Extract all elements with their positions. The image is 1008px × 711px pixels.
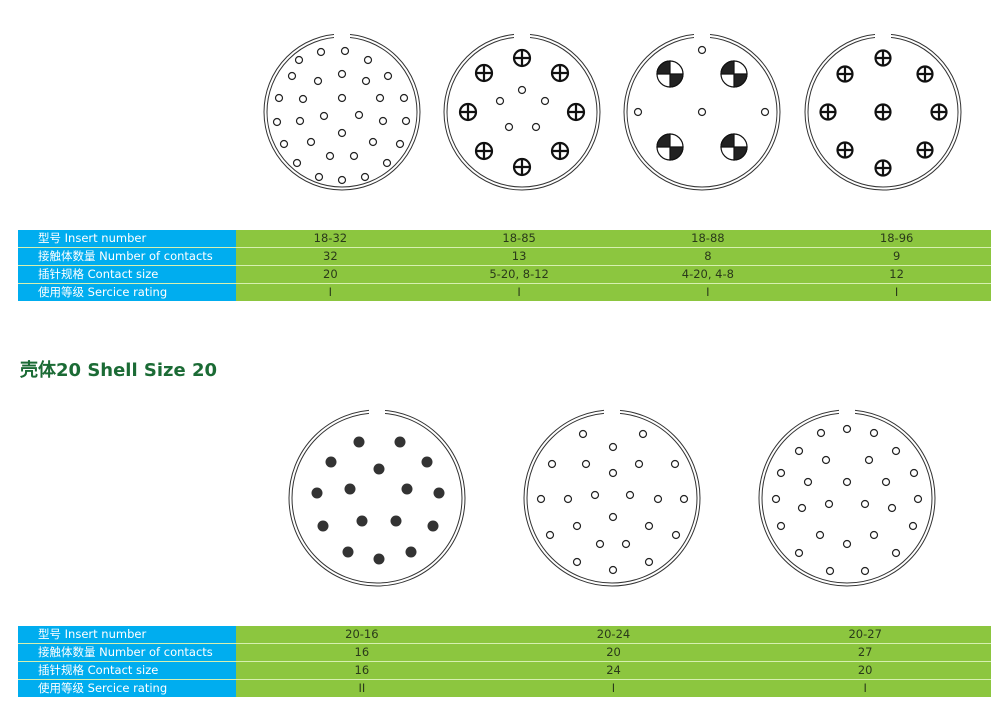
cell: I <box>611 681 616 695</box>
insert-diagram-20-24 <box>522 407 702 587</box>
cell: 20 <box>323 267 338 281</box>
row-number-of-contacts: 接触体数量 Number of contacts 32 13 8 9 <box>18 248 991 266</box>
cell: 18-96 <box>879 231 914 245</box>
row-number-of-contacts: 接触体数量 Number of contacts 16 20 27 <box>18 644 991 662</box>
cell: 13 <box>511 249 527 263</box>
cell: 18-32 <box>313 231 348 245</box>
cell: 8 <box>704 249 712 263</box>
row-label: 使用等级 Sercice rating <box>18 680 236 697</box>
row-contact-size: 插针规格 Contact size 16 24 20 <box>18 662 991 680</box>
cell: II <box>358 681 366 695</box>
insert-diagram-18-32 <box>262 30 422 192</box>
insert-diagram-18-88 <box>622 30 782 192</box>
insert-diagram-18-85 <box>442 30 602 192</box>
row-insert-number: 型号 Insert number 20-16 20-24 20-27 <box>18 626 991 644</box>
cell: 9 <box>892 249 901 263</box>
cell: I <box>706 285 710 299</box>
cell: I <box>517 285 521 299</box>
cell: 32 <box>323 249 338 263</box>
cell: 20-16 <box>345 627 379 641</box>
insert-diagram-18-96 <box>803 30 963 192</box>
row-label: 型号 Insert number <box>18 626 236 643</box>
cell: 4-20, 4-8 <box>681 267 734 281</box>
spec-table-shell-18: 型号 Insert number 18-32 18-85 18-88 18-96… <box>18 230 991 301</box>
spec-table-shell-20: 型号 Insert number 20-16 20-24 20-27 接触体数量… <box>18 626 991 697</box>
section-title-shell-20: 壳体20 Shell Size 20 <box>20 360 218 381</box>
insert-diagram-20-16 <box>287 407 467 587</box>
row-service-rating: 使用等级 Sercice rating II I I <box>18 680 991 697</box>
cell: I <box>863 681 867 695</box>
row-label: 接触体数量 Number of contacts <box>18 644 236 661</box>
cell: 16 <box>354 645 370 659</box>
cell: 27 <box>857 645 873 659</box>
row-label: 插针规格 Contact size <box>18 266 236 283</box>
cell: 18-85 <box>502 231 536 245</box>
row-label: 接触体数量 Number of contacts <box>18 248 236 265</box>
cell: I <box>894 285 899 299</box>
cell: 20 <box>606 645 621 659</box>
row-insert-number: 型号 Insert number 18-32 18-85 18-88 18-96 <box>18 230 991 248</box>
row-contact-size: 插针规格 Contact size 20 5-20, 8-12 4-20, 4-… <box>18 266 991 284</box>
cell: 20-24 <box>596 627 631 641</box>
cell: 24 <box>606 663 621 677</box>
cell: I <box>328 285 333 299</box>
cell: 12 <box>889 267 904 281</box>
cell: 18-88 <box>691 231 725 245</box>
row-label: 插针规格 Contact size <box>18 662 236 679</box>
row-service-rating: 使用等级 Sercice rating I I I I <box>18 284 991 301</box>
cell: 20-27 <box>848 627 882 641</box>
row-label: 使用等级 Sercice rating <box>18 284 236 301</box>
row-label: 型号 Insert number <box>18 230 236 247</box>
cell: 5-20, 8-12 <box>489 267 549 281</box>
insert-diagram-20-27 <box>757 407 937 587</box>
cell: 16 <box>354 663 370 677</box>
cell: 20 <box>857 663 873 677</box>
